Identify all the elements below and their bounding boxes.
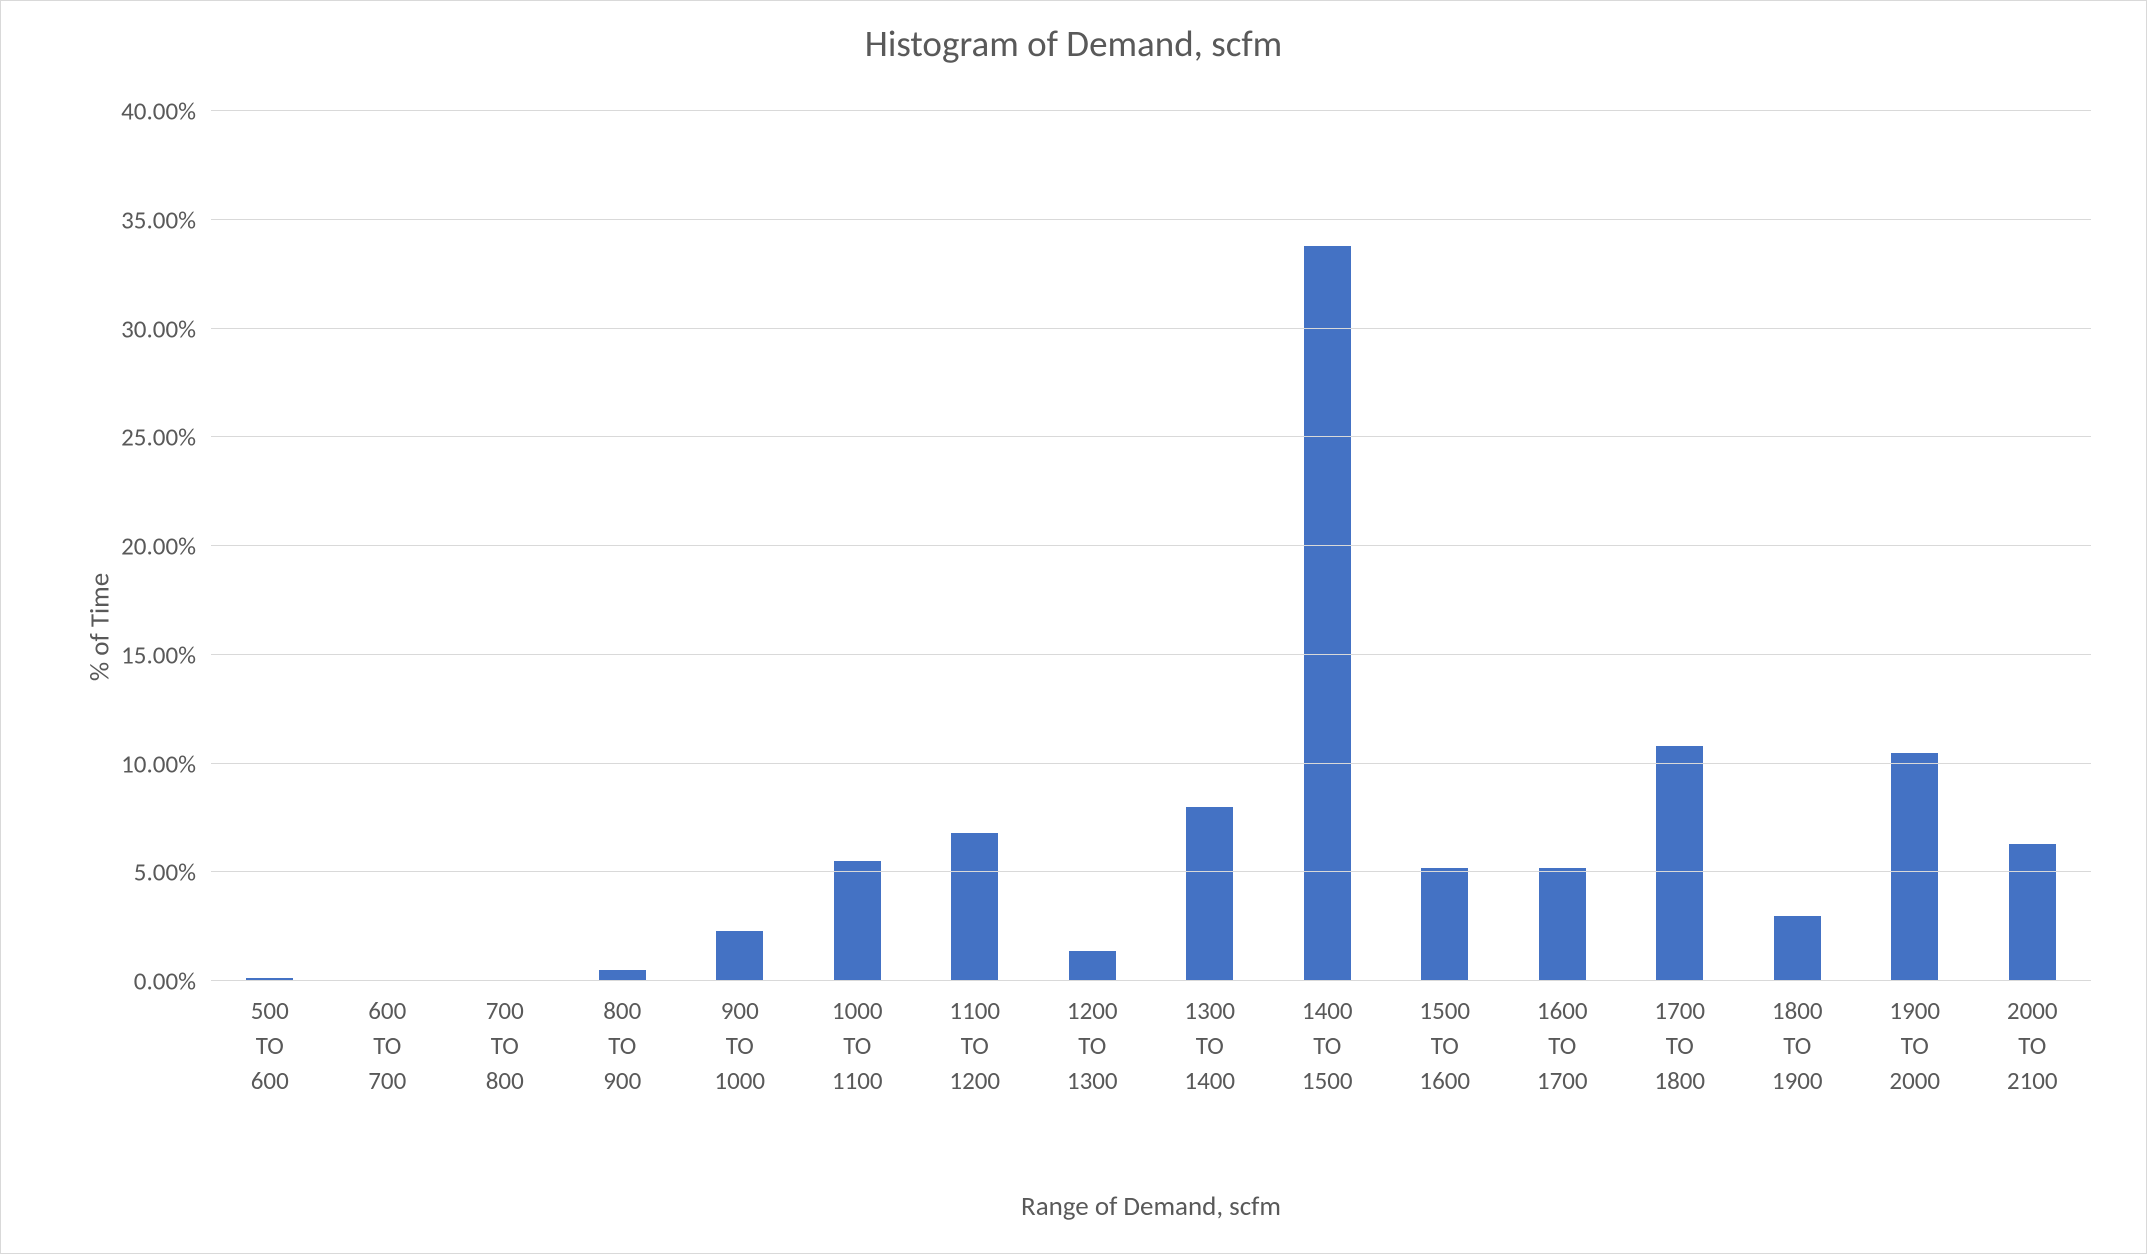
bar-slot: 1100 TO 1200 (916, 111, 1034, 981)
bar-slot: 1000 TO 1100 (799, 111, 917, 981)
bar (1421, 868, 1468, 981)
y-tick-label: 20.00% (121, 531, 211, 562)
y-tick-label: 30.00% (121, 313, 211, 344)
x-tick-label: 1700 TO 1800 (1654, 981, 1705, 1098)
gridline (211, 763, 2091, 764)
x-tick-label: 1500 TO 1600 (1419, 981, 1470, 1098)
histogram-chart: Histogram of Demand, scfm % of Time 500 … (0, 0, 2147, 1254)
bar-slot: 600 TO 700 (329, 111, 447, 981)
x-tick-label: 1800 TO 1900 (1772, 981, 1823, 1098)
chart-title: Histogram of Demand, scfm (1, 21, 2146, 66)
bar (1891, 753, 1938, 981)
bar-slot: 1600 TO 1700 (1504, 111, 1622, 981)
bar-slot: 800 TO 900 (564, 111, 682, 981)
gridline (211, 545, 2091, 546)
x-tick-label: 1400 TO 1500 (1302, 981, 1353, 1098)
x-tick-label: 500 TO 600 (251, 981, 289, 1098)
bar-slot: 2000 TO 2100 (1974, 111, 2092, 981)
x-tick-label: 700 TO 800 (486, 981, 524, 1098)
gridline (211, 871, 2091, 872)
bar-slot: 1300 TO 1400 (1151, 111, 1269, 981)
bar (951, 833, 998, 981)
x-tick-label: 1900 TO 2000 (1889, 981, 1940, 1098)
x-tick-label: 1200 TO 1300 (1067, 981, 1118, 1098)
x-tick-label: 1600 TO 1700 (1537, 981, 1588, 1098)
y-tick-label: 5.00% (134, 857, 211, 888)
x-tick-label: 800 TO 900 (603, 981, 641, 1098)
bar (716, 931, 763, 981)
y-tick-label: 0.00% (134, 966, 211, 997)
bar (2009, 844, 2056, 981)
y-tick-label: 25.00% (121, 422, 211, 453)
bar-slot: 1400 TO 1500 (1269, 111, 1387, 981)
y-tick-label: 40.00% (121, 96, 211, 127)
bar-slot: 1800 TO 1900 (1739, 111, 1857, 981)
bar-slot: 700 TO 800 (446, 111, 564, 981)
gridline (211, 654, 2091, 655)
plot-area: 500 TO 600600 TO 700700 TO 800800 TO 900… (211, 111, 2091, 981)
x-tick-label: 1300 TO 1400 (1184, 981, 1235, 1098)
bar (834, 861, 881, 981)
x-tick-label: 600 TO 700 (368, 981, 406, 1098)
bar (1069, 951, 1116, 981)
y-tick-label: 15.00% (121, 639, 211, 670)
bar (1774, 916, 1821, 981)
bar-slot: 500 TO 600 (211, 111, 329, 981)
gridline (211, 110, 2091, 111)
x-tick-label: 1000 TO 1100 (832, 981, 883, 1098)
x-tick-label: 900 TO 1000 (714, 981, 765, 1098)
bar-slot: 900 TO 1000 (681, 111, 799, 981)
y-tick-label: 35.00% (121, 204, 211, 235)
bar-slot: 1500 TO 1600 (1386, 111, 1504, 981)
bars-container: 500 TO 600600 TO 700700 TO 800800 TO 900… (211, 111, 2091, 981)
y-axis-title: % of Time (84, 573, 117, 681)
bar-slot: 1900 TO 2000 (1856, 111, 1974, 981)
bar (1656, 746, 1703, 981)
bar (1539, 868, 1586, 981)
x-tick-label: 1100 TO 1200 (949, 981, 1000, 1098)
bar-slot: 1200 TO 1300 (1034, 111, 1152, 981)
bar-slot: 1700 TO 1800 (1621, 111, 1739, 981)
y-tick-label: 10.00% (121, 748, 211, 779)
gridline (211, 328, 2091, 329)
gridline (211, 980, 2091, 981)
x-axis-title: Range of Demand, scfm (211, 1190, 2091, 1223)
gridline (211, 436, 2091, 437)
x-tick-label: 2000 TO 2100 (2007, 981, 2058, 1098)
bar (1186, 807, 1233, 981)
gridline (211, 219, 2091, 220)
